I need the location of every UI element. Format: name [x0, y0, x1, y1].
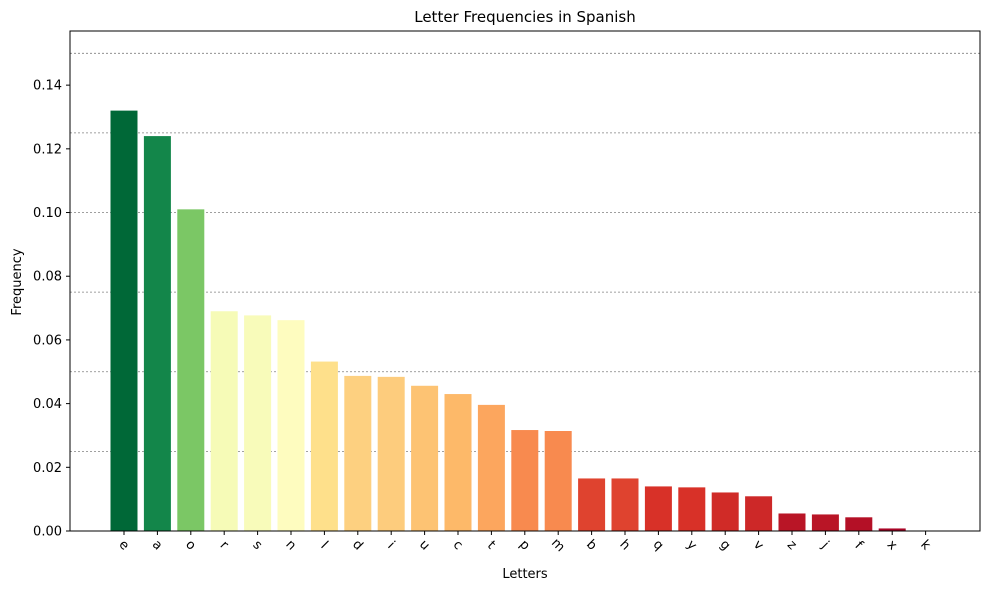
bar-i: [377, 376, 405, 531]
bar-b: [578, 478, 606, 531]
x-tick-label: d: [349, 537, 365, 553]
bar-m: [544, 431, 572, 531]
bar-o: [177, 209, 205, 532]
x-tick-label: c: [450, 538, 466, 554]
x-tick-label: g: [717, 537, 733, 553]
x-tick-label: p: [516, 537, 532, 553]
bars: [110, 110, 940, 532]
bar-a: [143, 136, 171, 532]
x-tick-label: y: [683, 537, 699, 553]
x-tick-label: q: [650, 537, 666, 553]
x-tick-label: m: [548, 536, 568, 556]
y-tick-label: 0.12: [33, 142, 62, 157]
bar-g: [711, 492, 739, 531]
bar-t: [477, 404, 505, 531]
x-tick-label: a: [149, 537, 165, 553]
bar-r: [210, 311, 238, 531]
bar-z: [778, 513, 806, 531]
bar-y: [678, 487, 706, 531]
y-tick-label: 0.02: [33, 461, 62, 476]
y-tick-label: 0.14: [33, 79, 62, 94]
bar-x: [878, 528, 906, 531]
x-tick-label: t: [484, 538, 498, 552]
x-tick-label: j: [818, 538, 832, 552]
bar-u: [411, 385, 439, 531]
y-axis-label: Frequency: [10, 248, 25, 315]
bar-h: [611, 478, 639, 531]
x-tick-label: o: [182, 537, 198, 553]
gridlines: [70, 52, 980, 452]
bar-c: [444, 394, 472, 531]
y-axis: 0.00 0.02 0.04 0.06 0.08 0.10 0.12 0.14: [33, 79, 70, 540]
bar-q: [644, 486, 672, 531]
bar-l: [310, 361, 338, 531]
x-tick-label: l: [317, 539, 330, 552]
x-tick-label: h: [616, 537, 632, 553]
x-tick-label: i: [384, 539, 397, 552]
x-tick-label: r: [217, 538, 232, 553]
x-tick-label: v: [750, 537, 766, 553]
x-axis-label: Letters: [502, 567, 548, 582]
x-tick-label: u: [416, 537, 432, 553]
x-tick-label: k: [917, 537, 933, 553]
bar-p: [511, 430, 539, 531]
y-tick-label: 0.00: [33, 525, 62, 540]
x-tick-label: z: [784, 538, 800, 554]
y-tick-label: 0.06: [33, 333, 62, 348]
x-tick-label: f: [852, 538, 866, 552]
bar-v: [745, 496, 773, 531]
bar-d: [344, 375, 372, 531]
bar-j: [811, 514, 839, 531]
y-tick-label: 0.08: [33, 270, 62, 285]
x-tick-label: n: [282, 537, 298, 553]
bar-s: [244, 315, 272, 531]
y-tick-label: 0.04: [33, 397, 62, 412]
x-tick-label: s: [250, 538, 266, 554]
bar-n: [277, 320, 305, 531]
x-tick-label: b: [583, 537, 599, 553]
chart-title: Letter Frequencies in Spanish: [414, 8, 636, 26]
x-tick-label: e: [116, 537, 132, 553]
bar-f: [845, 517, 873, 531]
y-tick-label: 0.10: [33, 206, 62, 221]
x-tick-label: x: [884, 537, 900, 553]
bar-e: [110, 110, 138, 532]
